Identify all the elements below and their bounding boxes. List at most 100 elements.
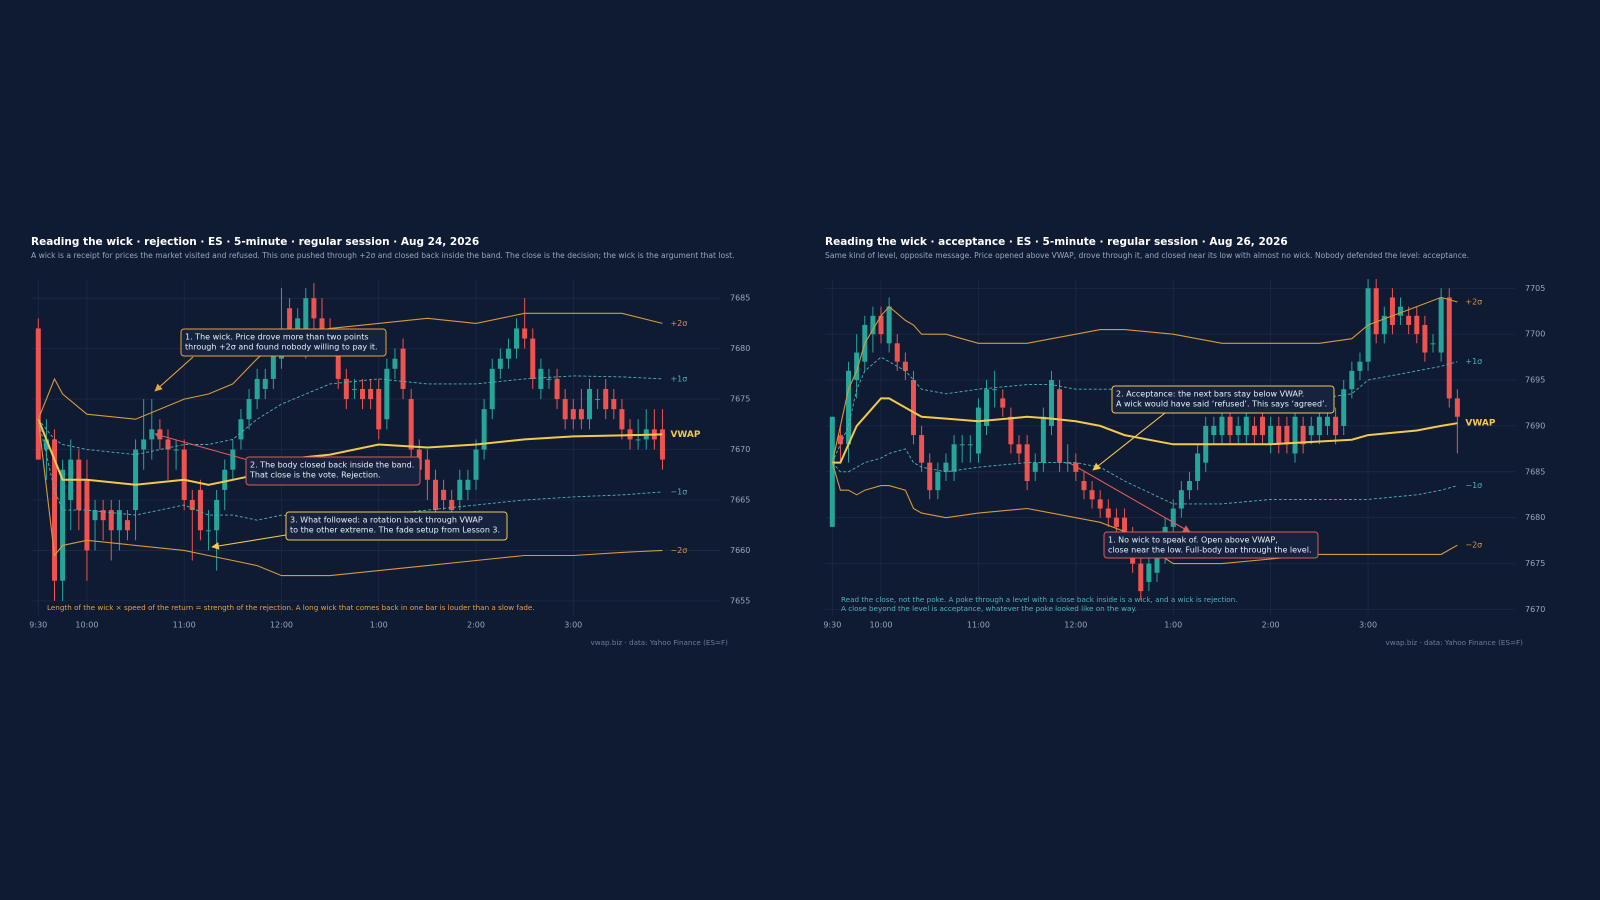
candle-body xyxy=(514,328,520,349)
candle-body xyxy=(303,298,309,349)
x-tick-label: 2:00 xyxy=(467,621,485,630)
candle-body xyxy=(35,328,41,460)
candle-body xyxy=(992,389,998,391)
candle-body xyxy=(1324,416,1330,426)
candle-body xyxy=(530,338,536,379)
note-text: Length of the wick × speed of the return… xyxy=(47,603,535,612)
candle-body xyxy=(1373,288,1379,335)
annotation-box xyxy=(1111,385,1335,414)
candle-body xyxy=(659,429,665,460)
candle-body xyxy=(52,439,58,581)
annotation-box xyxy=(180,328,387,357)
band-line xyxy=(831,296,1458,463)
band-line xyxy=(37,419,663,521)
candle-body xyxy=(206,530,212,532)
candle-body xyxy=(619,409,625,430)
band-line xyxy=(831,462,1458,565)
candle-body xyxy=(84,479,90,551)
candle-body xyxy=(1016,444,1022,454)
candle-body xyxy=(270,348,276,379)
candle-body xyxy=(43,439,49,450)
candle-body xyxy=(76,459,82,511)
candle-body xyxy=(586,388,592,420)
annotation-text: 1. The wick. Price drove more than two p… xyxy=(185,333,369,342)
candle-body xyxy=(1422,324,1428,353)
y-tick-label: 7700 xyxy=(1525,330,1545,339)
candle-body xyxy=(1284,425,1290,445)
candle-body xyxy=(254,378,260,400)
candle-body xyxy=(967,444,973,446)
candle-body xyxy=(497,358,503,369)
candle-body xyxy=(449,499,455,511)
candle-body xyxy=(1438,297,1444,353)
y-tick-label: 7660 xyxy=(730,546,750,555)
band-label: +2σ xyxy=(1465,298,1482,307)
candle-body xyxy=(481,409,487,450)
candle-body xyxy=(473,449,479,480)
candle-body xyxy=(343,378,349,400)
candle-body xyxy=(919,435,925,463)
candle-body xyxy=(1243,416,1249,436)
candle-body xyxy=(1316,416,1322,436)
candle-body xyxy=(1414,315,1420,335)
candle-body xyxy=(927,462,933,491)
candle-body xyxy=(894,343,900,362)
candle-body xyxy=(1186,481,1192,491)
candle-body xyxy=(902,361,908,371)
candle-body xyxy=(287,308,293,329)
annotation-text: 1. No wick to speak of. Open above VWAP, xyxy=(1108,536,1278,545)
chart-subtitle: Same kind of level, opposite message. Pr… xyxy=(825,251,1469,260)
band-line xyxy=(832,397,1458,464)
candle-body xyxy=(92,510,98,521)
band-label: VWAP xyxy=(670,430,700,440)
candle-body xyxy=(1308,425,1314,436)
annotation-box xyxy=(285,511,508,541)
candle-body xyxy=(424,459,430,480)
y-tick-label: 7685 xyxy=(730,294,750,303)
annotation-text: 2. Acceptance: the next bars stay below … xyxy=(1116,390,1304,399)
x-tick-label: 11:00 xyxy=(173,621,196,630)
candle-body xyxy=(1057,389,1063,463)
annotation-box xyxy=(245,456,421,486)
candle-body xyxy=(262,378,268,389)
candle-body xyxy=(392,358,398,369)
annotation-text: close near the low. Full-body bar throug… xyxy=(1108,546,1311,555)
candle-body xyxy=(635,439,641,441)
note-text: A close beyond the level is acceptance, … xyxy=(841,604,1137,613)
candle-body xyxy=(595,399,601,401)
candle-body xyxy=(1113,517,1119,527)
note-text: Read the close, not the poke. A poke thr… xyxy=(841,595,1238,604)
band-label: +1σ xyxy=(670,374,687,383)
candle-body xyxy=(465,479,471,490)
candle-body xyxy=(1398,306,1404,316)
candle-body xyxy=(562,399,568,420)
annotation-text: through +2σ and found nobody willing to … xyxy=(185,343,378,352)
candle-body xyxy=(570,409,576,420)
candle-body xyxy=(222,469,228,490)
candle-body xyxy=(1300,425,1306,445)
band-label: −1σ xyxy=(670,487,687,496)
candle-body xyxy=(116,510,122,531)
x-tick-label: 10:00 xyxy=(75,621,98,630)
candle-body xyxy=(603,388,609,410)
candle-body xyxy=(943,462,949,472)
candle-body xyxy=(505,348,511,359)
candle-body xyxy=(1219,416,1225,436)
candle-body xyxy=(489,368,495,410)
band-label: +1σ xyxy=(1465,357,1482,366)
candle-body xyxy=(1170,508,1176,527)
candle-body xyxy=(238,419,244,440)
x-tick-label: 1:00 xyxy=(1164,621,1182,630)
annotation-arrow xyxy=(1092,412,1166,471)
candle-body xyxy=(60,469,66,581)
y-tick-label: 7705 xyxy=(1525,284,1545,293)
candle-body xyxy=(1097,499,1103,509)
candle-body xyxy=(910,380,916,436)
candle-body xyxy=(1138,563,1144,592)
candle-body xyxy=(1073,462,1079,472)
candle-body xyxy=(1227,416,1233,436)
annotation-box xyxy=(1103,531,1319,559)
candle-body xyxy=(1154,554,1160,573)
